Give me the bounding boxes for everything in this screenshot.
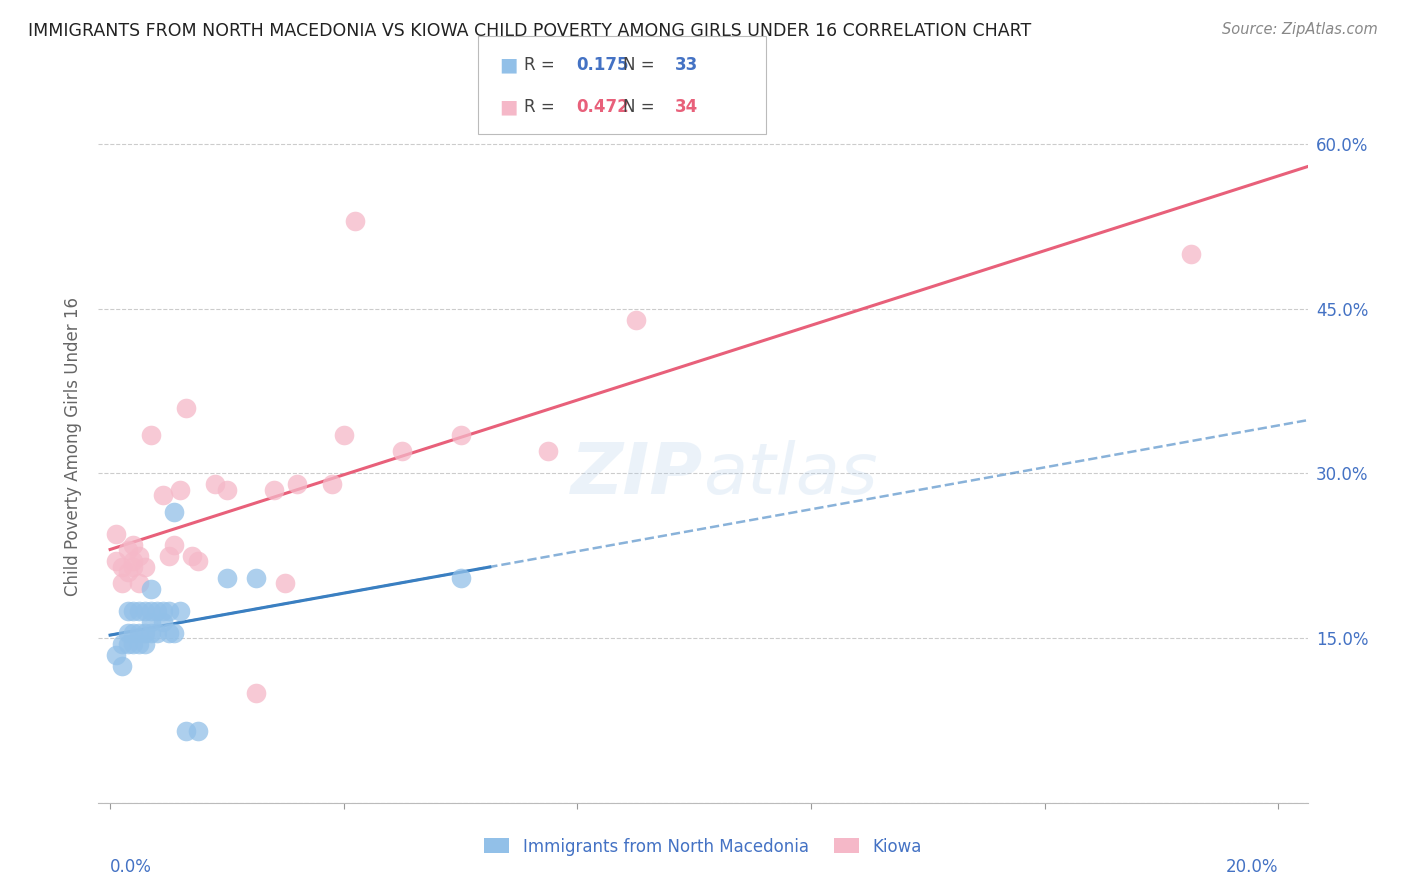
Point — [163, 538, 186, 552]
Point — [157, 549, 180, 563]
Point — [163, 625, 186, 640]
Point — [104, 554, 127, 568]
Point — [122, 625, 145, 640]
Text: ■: ■ — [499, 55, 517, 75]
Text: ■: ■ — [499, 97, 517, 117]
Point — [180, 549, 202, 563]
Text: Source: ZipAtlas.com: Source: ZipAtlas.com — [1222, 22, 1378, 37]
Point — [134, 559, 156, 574]
Point — [245, 686, 267, 700]
Point — [204, 477, 226, 491]
Point — [537, 444, 560, 458]
Point — [450, 428, 472, 442]
Text: 0.0%: 0.0% — [110, 858, 152, 876]
Text: 0.472: 0.472 — [576, 98, 630, 116]
Point — [122, 538, 145, 552]
Text: 20.0%: 20.0% — [1226, 858, 1278, 876]
Point — [321, 477, 343, 491]
Point — [111, 637, 134, 651]
Point — [122, 637, 145, 651]
Point — [169, 604, 191, 618]
Point — [117, 566, 139, 580]
Point — [139, 625, 162, 640]
Point — [187, 554, 209, 568]
Point — [187, 724, 209, 739]
Point — [344, 214, 367, 228]
Point — [134, 637, 156, 651]
Point — [285, 477, 308, 491]
Text: R =: R = — [524, 98, 561, 116]
Point — [215, 483, 238, 497]
Point — [122, 554, 145, 568]
Point — [391, 444, 413, 458]
Point — [139, 604, 162, 618]
Point — [139, 428, 162, 442]
Point — [111, 576, 134, 591]
Point — [174, 724, 197, 739]
Point — [139, 582, 162, 596]
Point — [128, 576, 150, 591]
Text: 34: 34 — [675, 98, 699, 116]
Text: 33: 33 — [675, 56, 699, 74]
Point — [163, 505, 186, 519]
Point — [157, 625, 180, 640]
Point — [146, 625, 169, 640]
Point — [152, 615, 174, 629]
Point — [104, 648, 127, 662]
Text: 0.175: 0.175 — [576, 56, 628, 74]
Point — [128, 625, 150, 640]
Point — [117, 604, 139, 618]
Point — [117, 637, 139, 651]
Point — [128, 549, 150, 563]
Point — [117, 625, 139, 640]
Point — [215, 571, 238, 585]
Point — [1180, 247, 1202, 261]
Point — [122, 604, 145, 618]
Y-axis label: Child Poverty Among Girls Under 16: Child Poverty Among Girls Under 16 — [65, 296, 83, 596]
Point — [152, 488, 174, 502]
Point — [146, 604, 169, 618]
Point — [104, 526, 127, 541]
Text: N =: N = — [623, 98, 659, 116]
Point — [117, 543, 139, 558]
Text: IMMIGRANTS FROM NORTH MACEDONIA VS KIOWA CHILD POVERTY AMONG GIRLS UNDER 16 CORR: IMMIGRANTS FROM NORTH MACEDONIA VS KIOWA… — [28, 22, 1032, 40]
Point — [332, 428, 354, 442]
Point — [245, 571, 267, 585]
Point — [174, 401, 197, 415]
Text: R =: R = — [524, 56, 561, 74]
Point — [134, 625, 156, 640]
Point — [128, 604, 150, 618]
Text: ZIP: ZIP — [571, 440, 703, 509]
Point — [157, 604, 180, 618]
Point — [624, 312, 647, 326]
Point — [450, 571, 472, 585]
Point — [111, 658, 134, 673]
Text: N =: N = — [623, 56, 659, 74]
Point — [128, 637, 150, 651]
Legend: Immigrants from North Macedonia, Kiowa: Immigrants from North Macedonia, Kiowa — [478, 831, 928, 863]
Point — [152, 604, 174, 618]
Point — [274, 576, 297, 591]
Point — [169, 483, 191, 497]
Point — [134, 604, 156, 618]
Point — [263, 483, 285, 497]
Point — [111, 559, 134, 574]
Text: atlas: atlas — [703, 440, 877, 509]
Point — [122, 559, 145, 574]
Point — [139, 615, 162, 629]
